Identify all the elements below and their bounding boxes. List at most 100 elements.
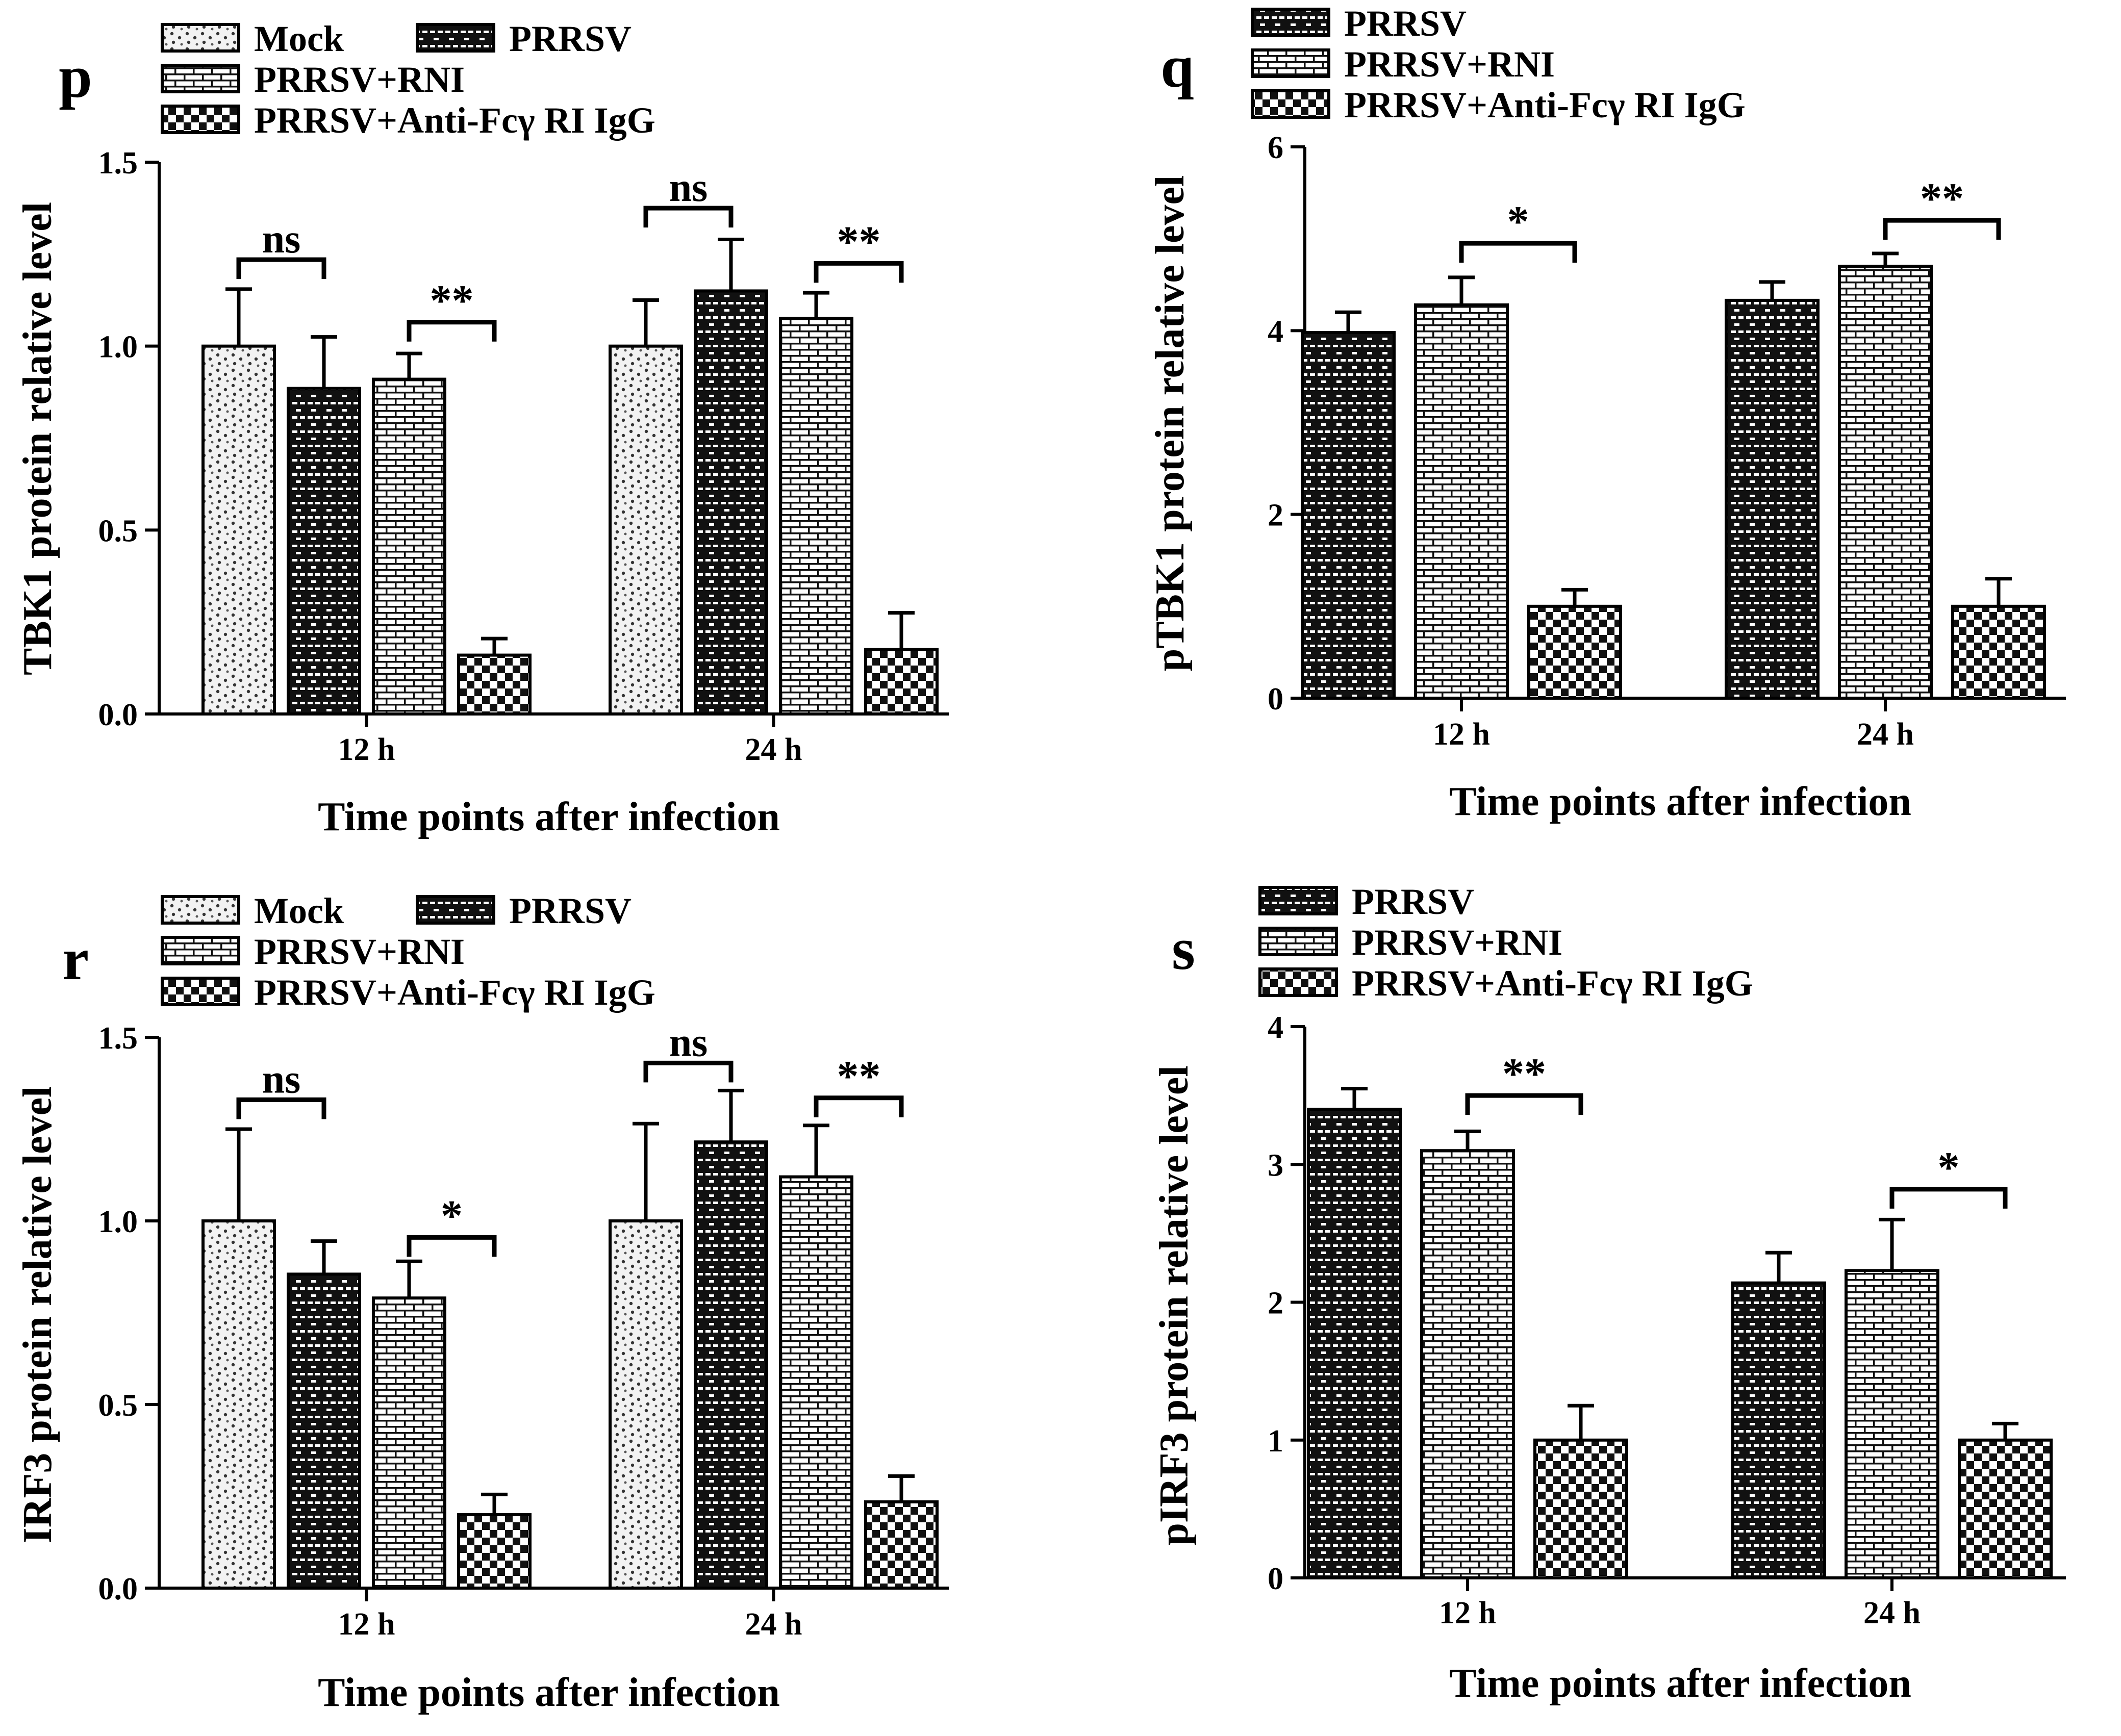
y-tick-label: 1: [1268, 1424, 1283, 1459]
significance-label: *: [1507, 197, 1529, 246]
bar: [1838, 265, 1933, 700]
chart-panel-p: p 0.0 0.5 1.0 1.5 TBK1 protein relative level…: [15, 18, 949, 839]
legend-swatch: [161, 23, 240, 53]
legend-label: PRRSV: [1344, 3, 1467, 44]
legend-swatch: [1251, 8, 1330, 37]
y-tick-label: 0.0: [98, 1572, 138, 1606]
x-tick-label: 12 h: [1439, 1596, 1496, 1630]
x-tick-label: 24 h: [1857, 717, 1914, 752]
significance-bracket: [407, 1235, 497, 1257]
bar: [1958, 1438, 2053, 1579]
x-tick-label: 24 h: [745, 1607, 802, 1642]
x-tick-label: 12 h: [338, 1607, 395, 1642]
legend-swatch: [161, 936, 240, 965]
bar: [457, 653, 532, 716]
bar: [287, 387, 361, 716]
bar: [1527, 604, 1622, 700]
bar: [609, 344, 683, 716]
panel-label: r: [62, 926, 89, 992]
legend-swatch: [161, 64, 240, 93]
bar: [1301, 330, 1396, 700]
significance-label: **: [1920, 174, 1964, 223]
bar: [694, 1140, 768, 1590]
bar: [1533, 1438, 1628, 1579]
legend-label: Mock: [254, 890, 344, 931]
x-axis-label: Time points after infection: [318, 1670, 780, 1715]
x-axis-label: Time points after infection: [318, 795, 780, 839]
y-tick-label: 3: [1268, 1148, 1283, 1183]
chart-panel-r: r 0.0 0.5 1.0 1.5 IRF3 protein relative level…: [15, 890, 949, 1715]
legend-label: PRRSV: [509, 18, 632, 59]
legend-swatch: [416, 23, 495, 53]
legend-label: PRRSV+Anti-Fcγ RI IgG: [1352, 963, 1753, 1004]
y-tick-label: 1.5: [98, 1021, 138, 1056]
significance-label: ns: [669, 1020, 708, 1065]
legend-swatch: [161, 977, 240, 1006]
significance-bracket: [236, 1097, 326, 1119]
legend-swatch: [1258, 886, 1338, 915]
x-tick-label: 12 h: [1433, 717, 1490, 752]
bar: [1307, 1108, 1402, 1579]
y-tick-label: 4: [1268, 1010, 1283, 1045]
bar: [1731, 1281, 1826, 1580]
chart-panel-q: q 0 2 4 6 pTBK1 protein relative level Time po…: [1148, 3, 2066, 824]
y-axis-label: TBK1 protein relative level: [15, 202, 60, 675]
legend-swatch: [1258, 927, 1338, 956]
legend-swatch: [1258, 967, 1338, 997]
legend-label: PRRSV+RNI: [1352, 922, 1562, 963]
significance-bracket: [814, 1095, 904, 1117]
bar: [609, 1219, 683, 1590]
x-axis-label: Time points after infection: [1449, 779, 1911, 824]
significance-label: *: [1938, 1143, 1960, 1192]
legend-label: PRRSV: [509, 890, 632, 931]
significance-label: **: [837, 1052, 881, 1101]
significance-label: **: [430, 276, 474, 325]
legend-label: PRRSV+Anti-Fcγ RI IgG: [1344, 85, 1746, 125]
y-axis-label: IRF3 protein relative level: [15, 1086, 60, 1544]
y-tick-label: 0.5: [98, 514, 138, 548]
y-tick-label: 0.5: [98, 1388, 138, 1423]
significance-label: **: [837, 217, 881, 266]
y-tick-label: 2: [1268, 498, 1283, 533]
panel-label: s: [1172, 915, 1195, 982]
legend-swatch: [416, 895, 495, 925]
significance-bracket: [1889, 1187, 2008, 1209]
legend-label: PRRSV+RNI: [1344, 44, 1555, 85]
legend-label: PRRSV+Anti-Fcγ RI IgG: [254, 972, 655, 1013]
bar: [694, 289, 768, 716]
significance-label: ns: [262, 217, 301, 262]
bar: [1725, 298, 1820, 700]
significance-bracket: [1883, 218, 2001, 240]
bar: [864, 1500, 939, 1590]
bar: [1951, 604, 2046, 700]
significance-label: ns: [669, 165, 708, 210]
significance-bracket: [1465, 1093, 1583, 1115]
legend-label: PRRSV: [1352, 881, 1474, 922]
x-tick-label: 12 h: [338, 732, 395, 767]
significance-label: ns: [262, 1057, 301, 1102]
significance-bracket: [643, 206, 734, 228]
legend-label: Mock: [254, 18, 344, 59]
bar: [1845, 1269, 1939, 1579]
bar: [201, 1219, 276, 1590]
x-tick-label: 24 h: [1863, 1596, 1921, 1630]
bar: [779, 317, 853, 716]
legend-label: PRRSV+RNI: [254, 59, 465, 100]
chart-panel-s: s 0 1 2 3 4 pIRF3 protein relative level Time p…: [1152, 881, 2066, 1706]
y-tick-label: 1.5: [98, 146, 138, 181]
y-tick-label: 0.0: [98, 698, 138, 732]
bar: [1420, 1149, 1515, 1580]
panel-label: q: [1160, 33, 1194, 100]
bar: [372, 1296, 446, 1590]
legend-label: PRRSV+Anti-Fcγ RI IgG: [254, 100, 655, 141]
legend-swatch: [1251, 89, 1330, 119]
x-axis-label: Time points after infection: [1449, 1661, 1911, 1706]
significance-bracket: [1459, 241, 1577, 263]
y-tick-label: 0: [1268, 1562, 1283, 1596]
y-tick-label: 4: [1268, 314, 1283, 349]
y-tick-label: 6: [1268, 131, 1283, 165]
